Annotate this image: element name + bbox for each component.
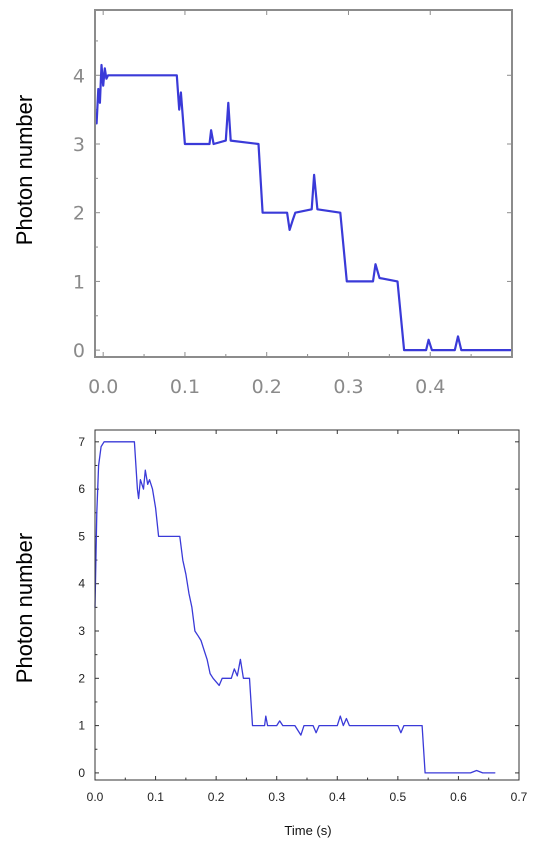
chart-2-x-tick-label: 0.0 — [87, 790, 104, 804]
chart-1-y-tick-label: 2 — [73, 203, 85, 225]
chart-2-ticks: 0.0 0.1 0.2 0.3 0.4 0.5 0.6 0.7 0 1 2 3 4 5 6 7 — [78, 430, 528, 804]
chart-1-y-tick-label: 4 — [73, 65, 85, 87]
chart-2-y-tick-label: 3 — [78, 624, 85, 638]
chart-1-y-tick-label: 1 — [73, 271, 85, 293]
chart-2-x-tick-label: 0.1 — [147, 790, 164, 804]
chart-2-x-tick-label: 0.2 — [208, 790, 225, 804]
chart-2-frame — [94, 429, 520, 781]
chart-1-ticks: 0.0 0.1 0.2 0.3 0.4 0 1 2 3 4 — [73, 10, 512, 398]
chart-1-x-tick-label: 0.2 — [252, 376, 282, 398]
chart-2-y-tick-label: 2 — [78, 671, 85, 685]
chart-1: Photon number 0.0 0.1 0.2 0.3 0.4 0 1 2 3 4 — [12, 9, 514, 398]
chart-2-y-tick-label: 1 — [78, 719, 85, 733]
chart-1-x-tick-label: 0.0 — [88, 376, 118, 398]
chart-2-x-tick-label: 0.3 — [268, 790, 285, 804]
chart-1-x-tick-label: 0.4 — [415, 376, 445, 398]
chart-2-y-tick-label: 4 — [78, 577, 85, 591]
chart-1-y-tick-label: 0 — [73, 340, 85, 362]
chart-2-y-tick-label: 7 — [78, 435, 85, 449]
chart-1-x-tick-label: 0.3 — [333, 376, 363, 398]
chart-2-y-axis-label: Photon number — [12, 533, 37, 683]
chart-2: Photon number Time (s) 0.0 0.1 0.2 0.3 0.4 0.… — [12, 429, 528, 838]
chart-2-x-tick-label: 0.6 — [450, 790, 467, 804]
chart-2-x-tick-label: 0.7 — [511, 790, 528, 804]
chart-1-plot-area — [95, 63, 514, 352]
chart-2-x-tick-label: 0.4 — [329, 790, 346, 804]
chart-1-series-line — [95, 63, 514, 352]
chart-2-x-axis-label: Time (s) — [284, 823, 331, 838]
chart-2-series-line — [94, 441, 496, 774]
chart-2-y-tick-label: 5 — [78, 529, 85, 543]
chart-1-y-axis-label: Photon number — [12, 95, 37, 245]
chart-2-y-tick-label: 0 — [78, 766, 85, 780]
chart-2-plot-area — [94, 441, 496, 774]
chart-1-frame — [94, 9, 513, 358]
chart-1-x-tick-label: 0.1 — [170, 376, 200, 398]
chart-1-y-tick-label: 3 — [73, 134, 85, 156]
chart-2-y-tick-label: 6 — [78, 482, 85, 496]
chart-2-x-tick-label: 0.5 — [390, 790, 407, 804]
